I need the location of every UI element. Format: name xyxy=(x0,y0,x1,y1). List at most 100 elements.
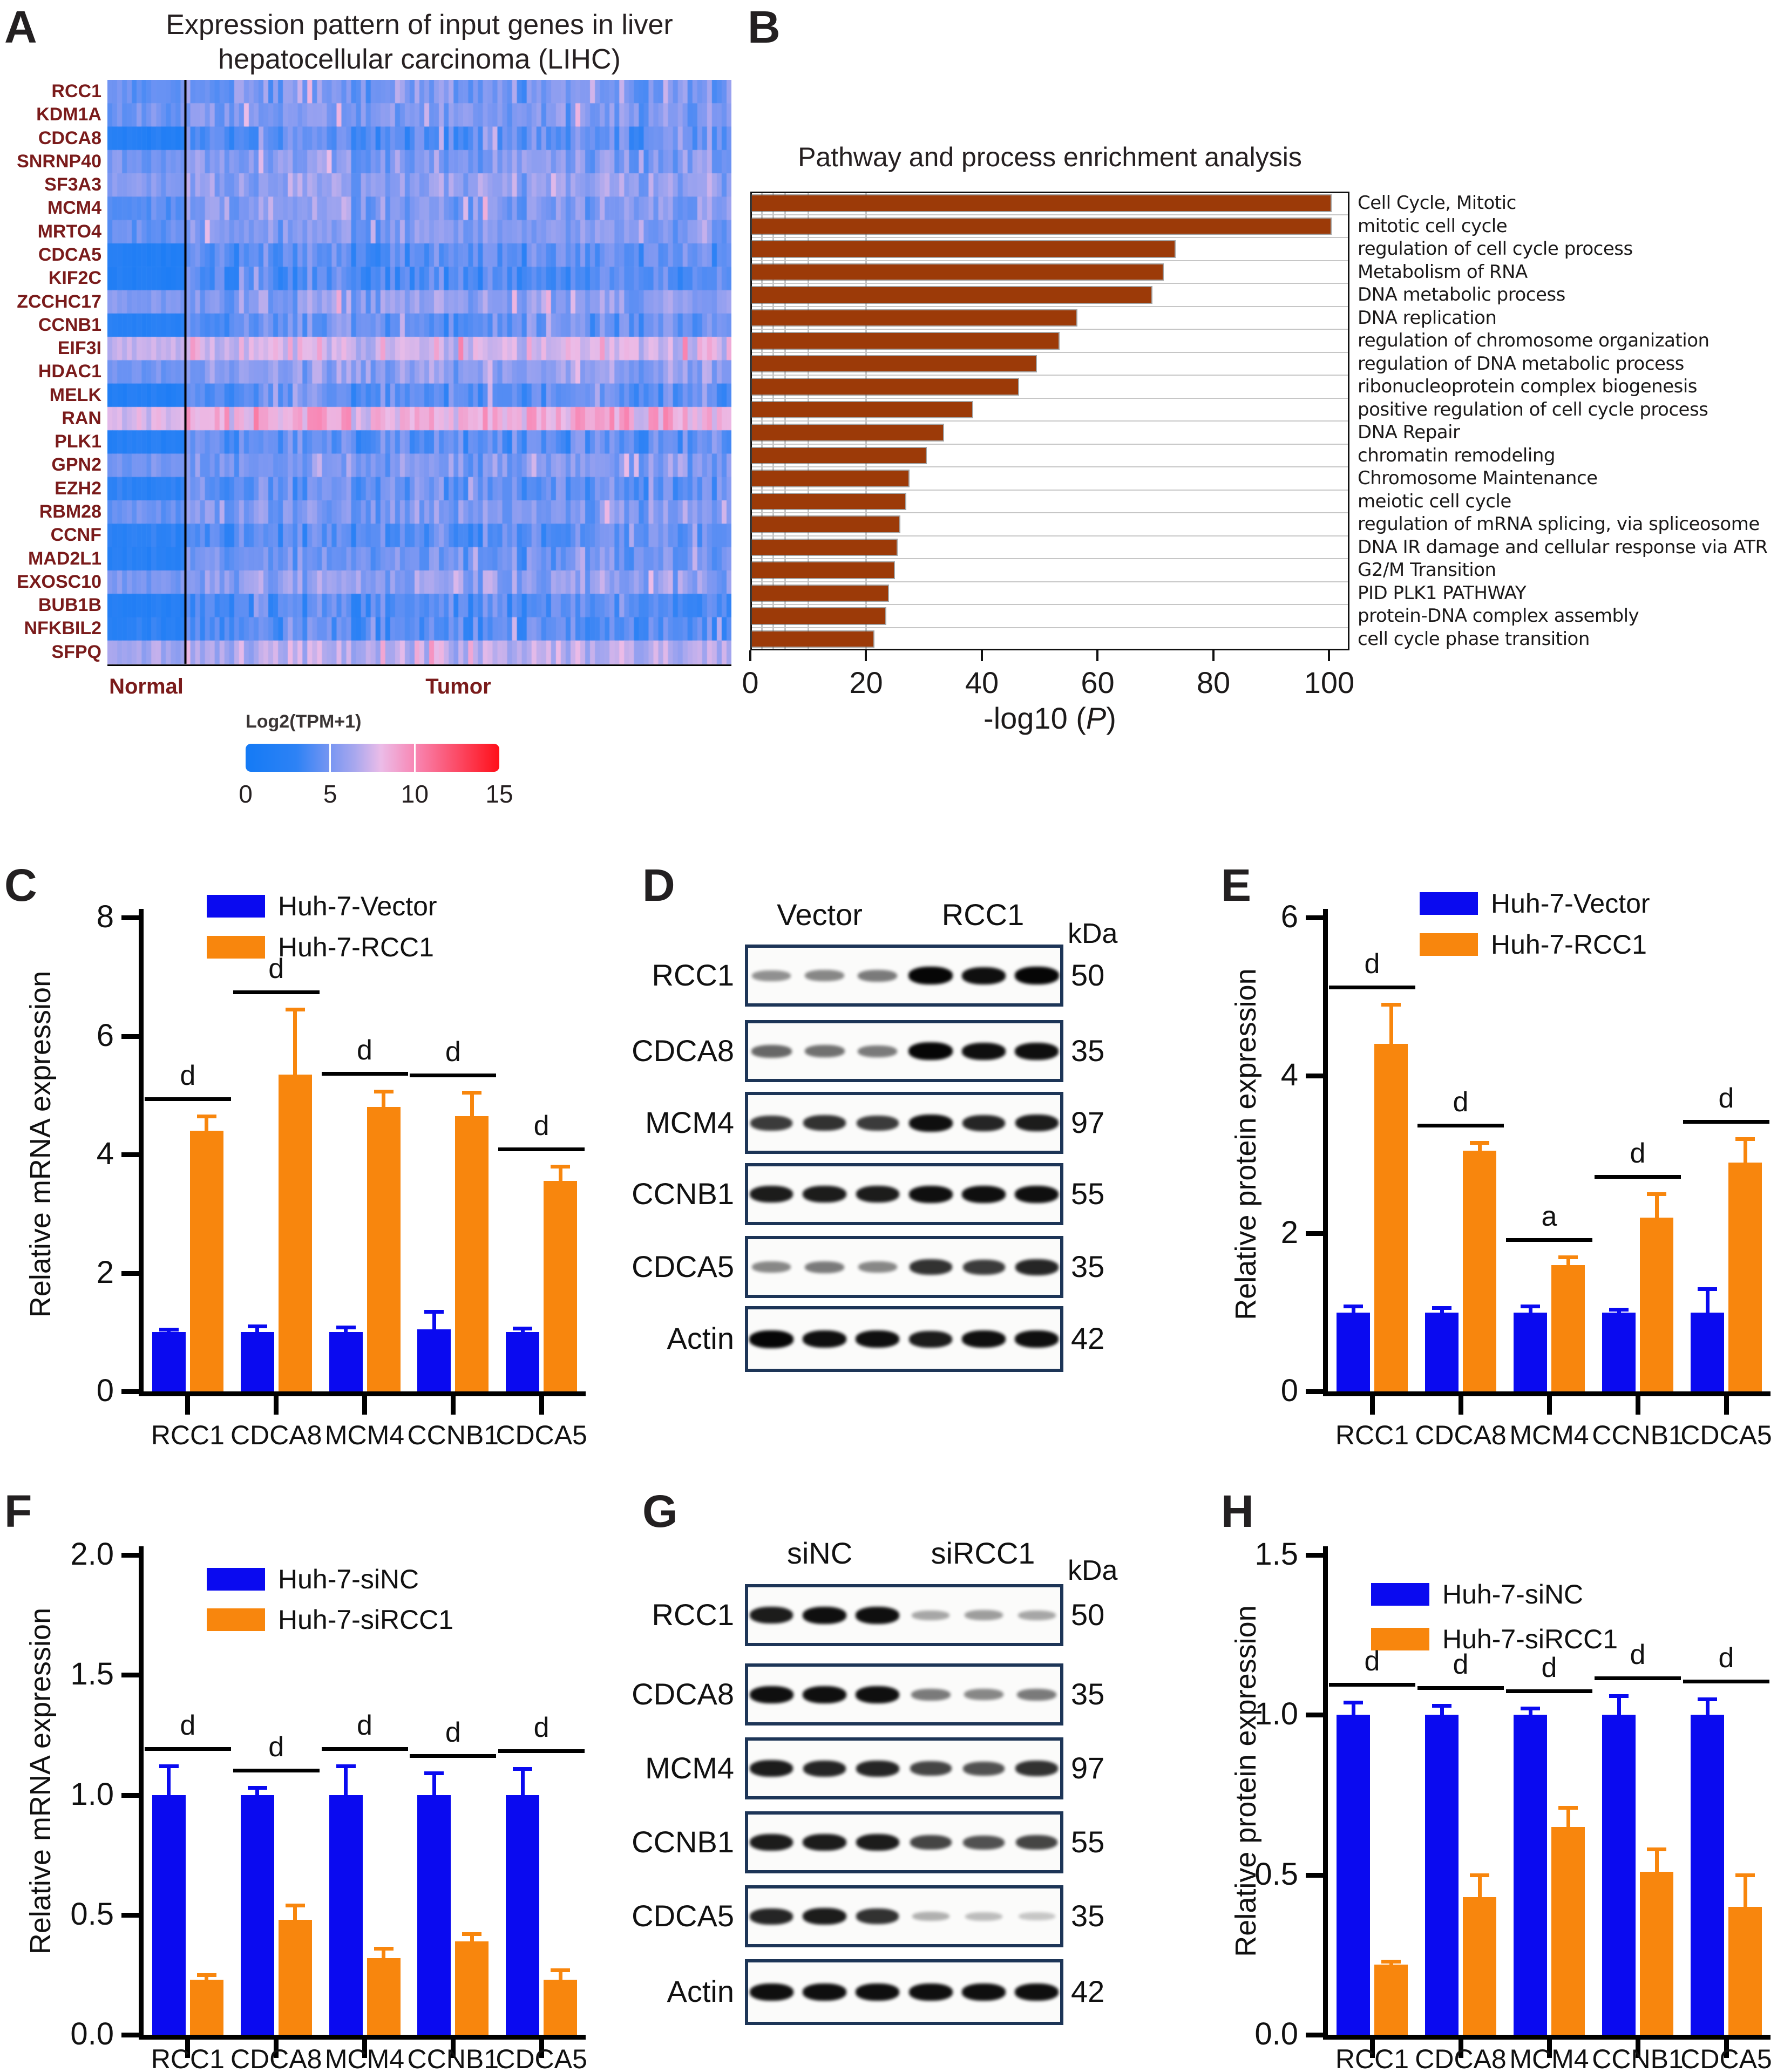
legend-label-huh7-rcc1: Huh-7-RCC1 xyxy=(278,932,434,962)
heatmap-gene-label: MELK xyxy=(49,384,101,405)
colorbar-tick-label: 15 xyxy=(485,780,513,808)
error-bar-stem xyxy=(1389,1961,1393,1972)
significance-letter: d xyxy=(1541,1652,1557,1683)
error-bar-stem xyxy=(1617,1309,1621,1320)
bar-Huh-7-RCC1-RCC1 xyxy=(189,1131,223,1391)
bar-Huh-7-siNC-CCNB1 xyxy=(1602,1715,1636,2035)
pathway-bar xyxy=(752,631,874,647)
bar-Huh-7-Vector-RCC1 xyxy=(152,1332,186,1391)
y-tick-label: 0.0 xyxy=(1254,2016,1298,2051)
bar-Huh-7-RCC1-CDCA8 xyxy=(1463,1150,1496,1391)
significance-letter: d xyxy=(1630,1138,1646,1170)
blot-band xyxy=(749,1186,793,1203)
significance-letter: d xyxy=(1630,1639,1646,1671)
x-tick xyxy=(1724,2040,1729,2058)
pathway-label: chromatin remodeling xyxy=(1358,444,1555,466)
pathway-slot-separator xyxy=(752,512,1348,513)
blot-box-CCNB1 xyxy=(745,1811,1063,1873)
significance-line xyxy=(498,1749,585,1754)
pathway-slot-separator xyxy=(752,489,1348,491)
category-label: MCM4 xyxy=(324,2044,405,2072)
pathway-slot-separator xyxy=(752,627,1348,628)
pathway-x-tick-label: 80 xyxy=(1196,665,1231,699)
blot-band xyxy=(908,1042,953,1060)
x-tick xyxy=(274,2040,279,2058)
pathway-label: DNA metabolic process xyxy=(1358,284,1565,306)
significance-letter: d xyxy=(268,1731,284,1763)
error-bar-cap xyxy=(247,1786,267,1790)
error-bar-stem xyxy=(1566,1808,1570,1835)
significance-line xyxy=(321,1072,408,1076)
x-axis xyxy=(1323,2035,1771,2040)
pathway-x-tick-label: 20 xyxy=(849,665,883,699)
legend-label-huh7-rcc1: Huh-7-RCC1 xyxy=(1491,929,1647,960)
significance-letter: d xyxy=(268,953,284,984)
y-tick-label: 1.5 xyxy=(70,1656,114,1692)
blot-band xyxy=(804,1045,845,1057)
blot-kda-value: 35 xyxy=(1071,1249,1105,1283)
significance-line xyxy=(1506,1689,1592,1693)
pathway-label: PID PLK1 PATHWAY xyxy=(1358,582,1527,604)
pathway-slot-separator xyxy=(752,466,1348,467)
colorbar-title: Log2(TPM+1) xyxy=(246,711,362,732)
error-bar-stem xyxy=(1351,1702,1355,1723)
blot-box-RCC1 xyxy=(745,945,1063,1007)
bar-Huh-7-siNC-MCM4 xyxy=(329,1795,363,2035)
blot-band xyxy=(856,1686,900,1703)
significance-line xyxy=(1595,1676,1681,1681)
blot-band xyxy=(908,1983,953,2001)
blot-band xyxy=(856,1983,900,2001)
heatmap-gene-label: EZH2 xyxy=(55,478,101,499)
bar-Huh-7-siNC-MCM4 xyxy=(1514,1715,1547,2035)
pathway-slot-separator xyxy=(752,604,1348,605)
error-bar-cap xyxy=(159,1764,179,1769)
error-bar-cap xyxy=(513,1767,533,1771)
pathway-bar xyxy=(752,447,926,463)
error-bar-stem xyxy=(1528,1306,1532,1320)
blot-kda-value: 50 xyxy=(1071,957,1105,992)
heatmap-gene-label: MRTO4 xyxy=(37,221,101,242)
error-bar-cap xyxy=(1609,1694,1629,1698)
bar-Huh-7-siRCC1-CDCA5 xyxy=(544,1979,578,2035)
pathway-bar xyxy=(752,379,1019,395)
bar-Huh-7-siNC-RCC1 xyxy=(1337,1715,1370,2035)
legend-label-huh7-sircc1: Huh-7-siRCC1 xyxy=(1442,1624,1618,1654)
blot-band xyxy=(912,1610,950,1620)
legend-label-huh7-sircc1: Huh-7-siRCC1 xyxy=(278,1605,454,1635)
error-bar-cap xyxy=(285,1008,305,1012)
blot-band xyxy=(749,1607,793,1623)
y-tick-label: 4 xyxy=(96,1136,114,1171)
blot-kda-value: 42 xyxy=(1071,1974,1105,2008)
category-label: MCM4 xyxy=(1509,2044,1589,2072)
blot-band xyxy=(908,967,953,984)
error-bar-cap xyxy=(1609,1307,1629,1312)
x-tick xyxy=(539,1396,544,1415)
pathway-bar xyxy=(752,310,1076,325)
blot-d-kda-header: kDa xyxy=(1068,918,1118,949)
x-tick xyxy=(1369,2040,1375,2058)
error-bar-cap xyxy=(1647,1192,1666,1197)
bar-Huh-7-Vector-CCNB1 xyxy=(1602,1312,1636,1391)
y-axis xyxy=(139,1546,144,2037)
pathway-x-tick-label: 60 xyxy=(1081,665,1115,699)
blot-band xyxy=(749,1686,793,1703)
y-tick-label: 1.0 xyxy=(70,1776,114,1812)
bar-Huh-7-siNC-CDCA8 xyxy=(240,1795,274,2035)
x-tick xyxy=(539,2040,544,2058)
error-bar-cap xyxy=(462,1090,482,1095)
pathway-slot-separator xyxy=(752,535,1348,536)
pathway-bar xyxy=(752,493,906,509)
blot-band xyxy=(961,1983,1006,2001)
category-label: RCC1 xyxy=(1335,2044,1409,2072)
bar-Huh-7-Vector-CDCA8 xyxy=(240,1332,274,1391)
significance-line xyxy=(498,1147,585,1151)
y-tick-label: 6 xyxy=(1280,899,1298,934)
blot-band xyxy=(1015,1761,1059,1776)
significance-letter: d xyxy=(180,1709,196,1741)
blot-band xyxy=(1014,967,1059,984)
blot-box-CDCA5 xyxy=(745,1885,1063,1947)
x-tick xyxy=(1724,1396,1729,1415)
pathway-slot-separator xyxy=(752,397,1348,399)
heatmap-gene-label: HDAC1 xyxy=(38,361,101,382)
pathway-label: cell cycle phase transition xyxy=(1358,628,1590,650)
